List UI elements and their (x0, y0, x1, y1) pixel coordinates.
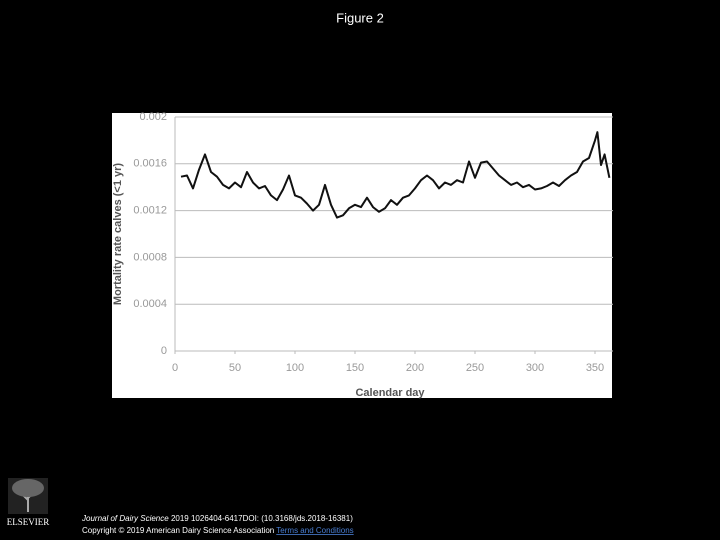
citation: Journal of Dairy Science 2019 1026404-64… (81, 514, 353, 523)
x-tick-label: 350 (586, 362, 604, 374)
y-tick-label: 0.0004 (133, 298, 167, 310)
data-line (180, 131, 611, 219)
y-tick-label: 0 (161, 345, 167, 357)
x-axis-title: Calendar day (355, 387, 425, 399)
x-tick-label: 100 (286, 362, 304, 374)
y-tick-label: 0.002 (139, 111, 167, 123)
journal: Journal of Dairy Science (81, 514, 169, 523)
y-tick-label: 0.0008 (133, 251, 167, 263)
y-axis-title: Mortality rate calves (<1 yr) (112, 163, 124, 305)
copyright: Copyright © 2019 American Dairy Science … (82, 526, 274, 535)
x-tick-label: 250 (466, 362, 484, 374)
y-tick-label: 0.0012 (133, 205, 167, 217)
chart-background (112, 113, 612, 398)
y-tick-label: 0.0016 (133, 158, 167, 170)
logo-text: ELSEVIER (7, 517, 50, 527)
citation-text: 2019 1026404-6417DOI: (10.3168/jds.2018-… (171, 514, 353, 523)
x-tick-label: 300 (526, 362, 544, 374)
terms-link[interactable]: Terms and Conditions (276, 526, 353, 535)
x-tick-label: 0 (172, 362, 178, 374)
x-tick-label: 150 (346, 362, 364, 374)
x-tick-label: 200 (406, 362, 424, 374)
copyright-line: Copyright © 2019 American Dairy Science … (82, 526, 354, 535)
elsevier-logo: ELSEVIER (7, 478, 50, 527)
x-tick-label: 50 (229, 362, 241, 374)
figure-title: Figure 2 (336, 10, 384, 25)
